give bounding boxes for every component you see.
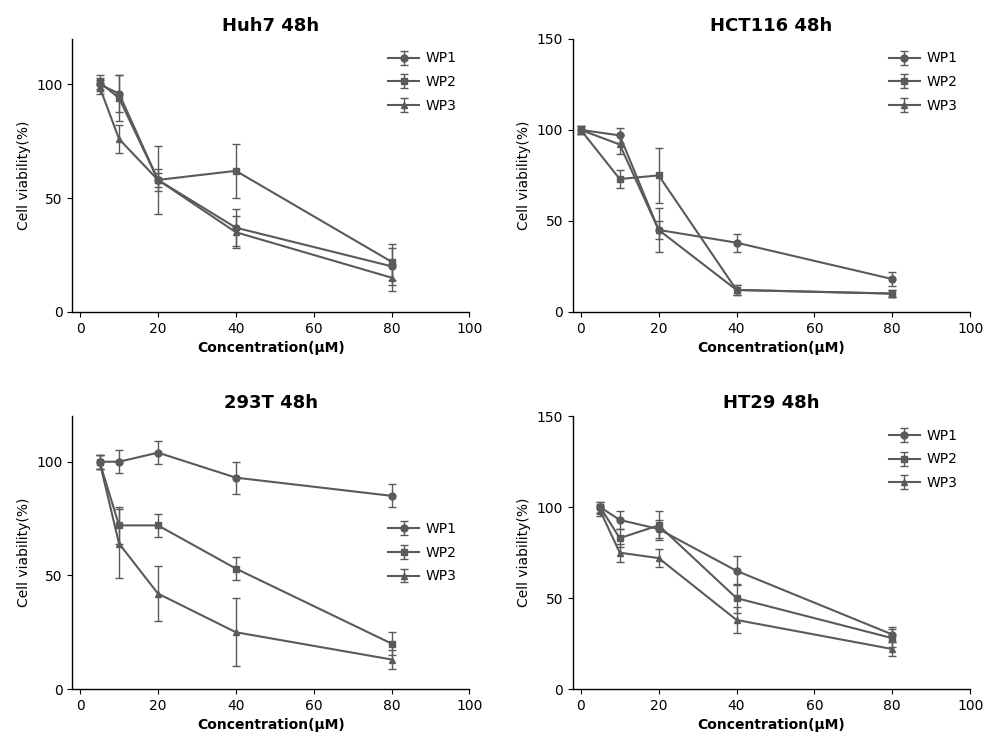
Title: HT29 48h: HT29 48h — [723, 394, 820, 412]
Y-axis label: Cell viability(%): Cell viability(%) — [17, 498, 31, 607]
X-axis label: Concentration(μM): Concentration(μM) — [698, 341, 845, 355]
Y-axis label: Cell viability(%): Cell viability(%) — [17, 121, 31, 230]
Legend: WP1, WP2, WP3: WP1, WP2, WP3 — [884, 46, 963, 118]
X-axis label: Concentration(μM): Concentration(μM) — [698, 718, 845, 733]
Title: 293T 48h: 293T 48h — [224, 394, 318, 412]
Legend: WP1, WP2, WP3: WP1, WP2, WP3 — [383, 516, 463, 589]
Y-axis label: Cell viability(%): Cell viability(%) — [517, 121, 531, 230]
X-axis label: Concentration(μM): Concentration(μM) — [197, 718, 345, 733]
Title: Huh7 48h: Huh7 48h — [222, 16, 319, 34]
Title: HCT116 48h: HCT116 48h — [710, 16, 833, 34]
Y-axis label: Cell viability(%): Cell viability(%) — [517, 498, 531, 607]
Legend: WP1, WP2, WP3: WP1, WP2, WP3 — [884, 423, 963, 496]
X-axis label: Concentration(μM): Concentration(μM) — [197, 341, 345, 355]
Legend: WP1, WP2, WP3: WP1, WP2, WP3 — [383, 46, 463, 118]
